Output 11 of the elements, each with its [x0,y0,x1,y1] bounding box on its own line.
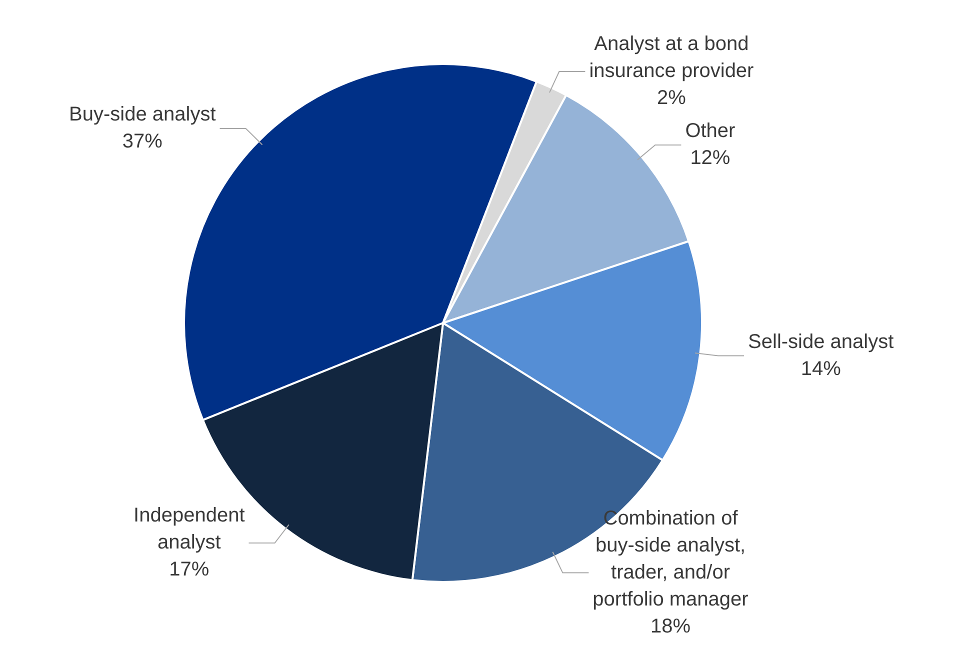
data-label: 17% [169,558,210,581]
data-label: 12% [690,146,730,169]
slice-label: Other [685,120,736,142]
data-label: 2% [657,87,686,110]
data-label: 18% [650,615,691,638]
slice-label: Independent analyst [134,504,246,554]
slice-label: Buy-side analyst [69,104,216,126]
data-label: 14% [800,358,842,380]
slice-label: Analyst at a bond insurance provider [589,33,754,82]
data-label: 37% [122,130,163,153]
slice-label: Sell-side analyst [748,330,894,353]
